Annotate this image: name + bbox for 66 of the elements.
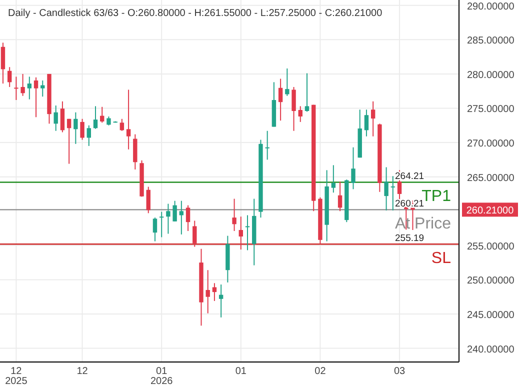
- candlestick: [292, 86, 296, 132]
- candlestick: [34, 76, 38, 118]
- y-tick-label: 245.00000: [467, 310, 515, 321]
- x-tick-label: 01: [235, 366, 247, 377]
- candlestick: [172, 200, 177, 222]
- y-tick-label: 265.00000: [467, 172, 515, 184]
- candlestick: [218, 284, 224, 318]
- candlestick: [27, 76, 32, 100]
- y-tick-label: 255.00000: [467, 241, 515, 252]
- candlestick: [80, 118, 84, 140]
- y-tick-label: 250.00000: [467, 276, 515, 287]
- y-tick-label: 290.00000: [467, 1, 515, 12]
- x-tick-label: 02: [314, 366, 326, 377]
- candlestick: [20, 73, 25, 96]
- x-tick-label: 12 2025: [5, 366, 28, 387]
- text: 260.21000: [466, 206, 514, 217]
- y-tick-label: 280.00000: [467, 70, 515, 81]
- candlestick: [152, 217, 158, 242]
- candlestick: [278, 78, 283, 122]
- candlestick: [285, 68, 290, 96]
- candlestick: [298, 106, 302, 122]
- candlestick: [166, 203, 170, 234]
- candlestick: [100, 106, 104, 124]
- candlestick: [54, 105, 58, 132]
- candlestick: [331, 164, 336, 194]
- candlestick: [304, 72, 310, 112]
- candlestick: [93, 106, 98, 130]
- candlestick: [265, 130, 270, 160]
- candlestick: [179, 200, 184, 235]
- candlestick: [370, 100, 376, 137]
- y-tick-label: 285.00000: [467, 36, 515, 47]
- y-tick-label: 240.00000: [467, 344, 515, 356]
- candlestick: [364, 109, 369, 137]
- candlestick: [351, 146, 356, 190]
- candlestick: [74, 112, 78, 144]
- y-tick-label: 270.00000: [467, 138, 515, 150]
- x-tick-label: 12: [76, 366, 88, 377]
- candlestick: [7, 66, 12, 88]
- candlestick: [120, 118, 124, 132]
- candlestick: [245, 214, 250, 251]
- ref-line-label: TP1: [422, 188, 452, 206]
- candlestick: [60, 100, 65, 133]
- x-tick-label: 01 2026: [150, 366, 174, 387]
- candlestick: [86, 124, 91, 146]
- y-tick-label: 275.00000: [467, 104, 515, 116]
- candlestick: [232, 198, 236, 232]
- candlestick: [338, 181, 342, 212]
- candlestick: [238, 216, 243, 250]
- candlestick: [14, 76, 18, 101]
- candlestick: [192, 220, 197, 248]
- annotation: 255.19: [395, 233, 424, 244]
- candlestick: [40, 80, 45, 98]
- candlestick: [133, 134, 138, 170]
- candlestick: [212, 282, 217, 302]
- candlestick: [126, 89, 131, 150]
- candlestick: [186, 204, 190, 232]
- candlestick: [206, 270, 210, 314]
- candlestick: [146, 186, 150, 214]
- candlestick: [66, 118, 72, 164]
- candlestick: [0, 42, 6, 84]
- x-tick-label: 03: [394, 366, 406, 377]
- candlestick: [390, 176, 396, 211]
- candlestick: [159, 211, 164, 238]
- chart-title: Daily - Candlestick 63/63 - O:260.80000 - H:261.55000 - L:257.25000 - C:260.21000: [8, 8, 383, 19]
- ref-line-label: SL: [431, 250, 452, 268]
- candlestick: [384, 166, 388, 211]
